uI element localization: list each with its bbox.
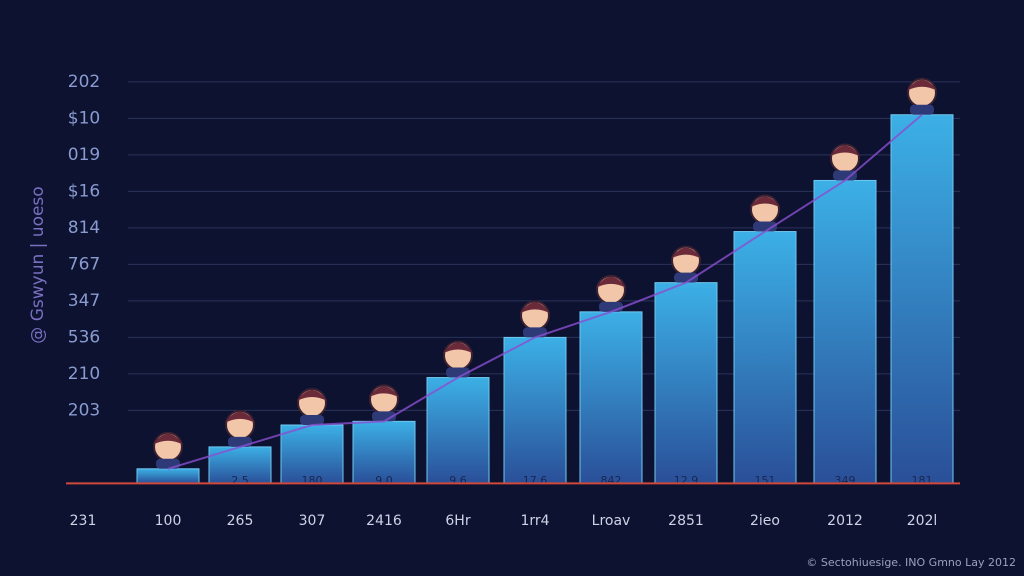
character-hair [830, 145, 860, 157]
character-body [156, 458, 180, 469]
y-tick-label: 536 [68, 327, 100, 347]
x-tick-label: 1rr4 [520, 513, 549, 529]
bar [654, 282, 718, 484]
x-tick-label: 2416 [366, 513, 402, 529]
y-tick-label: 019 [68, 145, 100, 165]
bar-text: 12.9 [674, 474, 699, 487]
bar-text: 17.6 [523, 474, 548, 487]
character-hair [369, 386, 399, 398]
character-hair [225, 411, 255, 423]
bar-text: 2.5 [231, 474, 249, 487]
x-tick-label: 2ieo [750, 513, 780, 529]
bar-text: 151 [755, 474, 776, 487]
y-tick-label: $16 [68, 181, 100, 201]
bar-text: 9.0 [375, 474, 393, 487]
x-tick-label: 6Hr [445, 513, 470, 529]
character-hair [520, 302, 550, 314]
character-body [833, 170, 857, 181]
character-body [599, 301, 623, 312]
character-body [523, 327, 547, 338]
bar-text: 181 [912, 474, 933, 487]
x-tick-label: 2851 [668, 513, 704, 529]
y-tick-label: 767 [68, 254, 100, 274]
bar-text: 180 [302, 474, 323, 487]
character-body [753, 221, 777, 232]
x-tick-label: 307 [299, 513, 326, 529]
y-tick-label: 210 [68, 364, 100, 384]
bar [579, 311, 643, 484]
x-tick-label: 265 [227, 513, 254, 529]
y-tick-label: 814 [68, 218, 100, 238]
trend-line [167, 113, 923, 470]
bar-text: 842 [601, 474, 622, 487]
character-body [910, 104, 934, 115]
character-body [674, 272, 698, 283]
character-hair [750, 196, 780, 208]
character-hair [443, 342, 473, 354]
bar [813, 179, 877, 484]
y-tick-label: 347 [68, 291, 100, 311]
x-tick-label: 202l [907, 513, 938, 529]
bar [733, 231, 797, 484]
y-axis-title: @ Gswyun | uoeso [28, 186, 48, 343]
bar-text: 349 [835, 474, 856, 487]
character-hair [671, 247, 701, 259]
bar [890, 114, 954, 484]
character-body [300, 415, 324, 425]
bar [352, 420, 416, 484]
character-hair [297, 390, 327, 401]
x-tick-label: Lroav [592, 513, 631, 529]
y-tick-label: 202 [68, 72, 100, 92]
character-hair [153, 433, 183, 445]
x-tick-label: 231 [70, 513, 97, 529]
bar-text: 9.6 [449, 474, 467, 487]
x-tick-label: 2012 [827, 513, 863, 529]
bar [136, 468, 200, 484]
character-body [228, 436, 252, 447]
y-tick-label: $10 [68, 108, 100, 128]
bar [208, 446, 272, 484]
y-tick-label: 203 [68, 400, 100, 420]
character-hair [596, 276, 626, 288]
x-tick-label: 100 [155, 513, 182, 529]
bar [503, 336, 567, 484]
bar [426, 377, 490, 484]
footer: © Sectohiuesige. INO Gmno Lay 2012 [806, 556, 1016, 569]
character-hair [907, 79, 937, 91]
